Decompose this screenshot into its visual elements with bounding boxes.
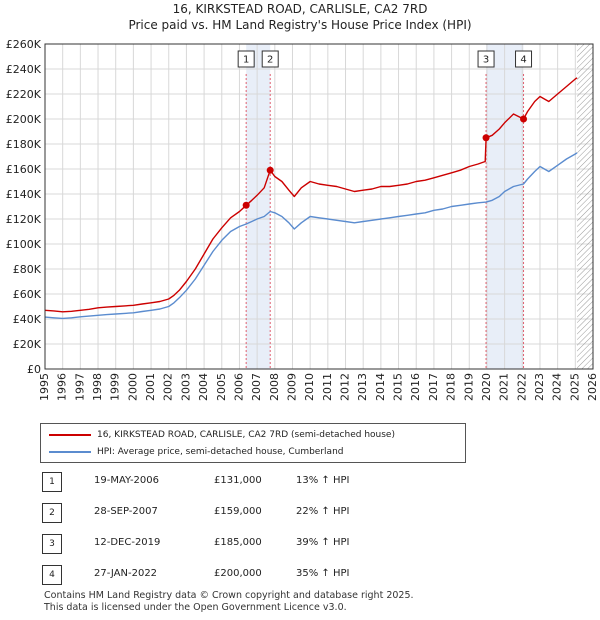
x-tick-label: 1996 xyxy=(56,373,69,401)
y-tick-label: £240K xyxy=(6,63,42,76)
x-tick-label: 2012 xyxy=(339,373,352,401)
x-tick-label: 2000 xyxy=(126,373,139,401)
y-tick-label: £220K xyxy=(6,88,42,101)
x-tick-label: 2005 xyxy=(215,373,228,401)
transaction-number: 1 xyxy=(42,472,62,492)
y-tick-label: £20K xyxy=(13,338,42,351)
x-tick-label: 2017 xyxy=(427,373,440,401)
sale-point xyxy=(266,166,274,174)
licence-text: This data is licensed under the Open Gov… xyxy=(44,602,347,613)
legend: 16, KIRKSTEAD ROAD, CARLISLE, CA2 7RD (s… xyxy=(40,423,466,463)
x-tick-label: 2016 xyxy=(409,373,422,401)
x-tick-label: 1998 xyxy=(91,373,104,401)
transaction-date: 28-SEP-2007 xyxy=(94,506,158,517)
x-tick-label: 2006 xyxy=(232,373,245,401)
y-tick-label: £160K xyxy=(6,163,42,176)
marker-box xyxy=(477,50,495,68)
legend-item-hpi: HPI: Average price, semi-detached house,… xyxy=(49,444,343,460)
sale-point xyxy=(242,201,250,209)
hpi-line-swatch xyxy=(49,450,91,453)
transaction-number: 4 xyxy=(42,565,62,585)
x-tick-label: 2015 xyxy=(392,373,405,401)
marker-label: 4 xyxy=(520,55,526,66)
legend-item-price: 16, KIRKSTEAD ROAD, CARLISLE, CA2 7RD (s… xyxy=(49,427,395,443)
transaction-date: 12-DEC-2019 xyxy=(94,537,161,548)
transaction-price: £185,000 xyxy=(214,537,262,548)
x-tick-label: 2003 xyxy=(179,373,192,401)
price-paid-line xyxy=(44,77,578,313)
x-tick-label: 2011 xyxy=(321,373,334,401)
price-line-swatch xyxy=(49,433,91,436)
x-tick-label: 2020 xyxy=(480,373,493,401)
x-tick-label: 2023 xyxy=(533,373,546,401)
marker-box xyxy=(515,50,533,68)
x-tick-label: 2002 xyxy=(162,373,175,401)
marker-box xyxy=(237,50,255,68)
y-tick-label: £200K xyxy=(6,113,42,126)
hpi-line xyxy=(44,152,578,320)
y-tick-label: £260K xyxy=(6,38,42,51)
y-tick-label: £120K xyxy=(6,213,42,226)
copyright-text: Contains HM Land Registry data © Crown c… xyxy=(44,590,414,601)
y-tick-label: £100K xyxy=(6,238,42,251)
transaction-date: 27-JAN-2022 xyxy=(94,568,158,579)
marker-box xyxy=(261,50,279,68)
transaction-price: £200,000 xyxy=(214,568,262,579)
table-row: 3 12-DEC-2019 £185,000 39% ↑ HPI xyxy=(42,534,442,554)
price-chart: 1 2 3 4 £0 £20K £40K £60K £80K £100K £120K £140K £16… xyxy=(6,38,599,401)
transaction-date: 19-MAY-2006 xyxy=(94,475,160,486)
y-tick-label: £40K xyxy=(13,313,42,326)
y-tick-label: £80K xyxy=(13,263,42,276)
x-tick-label: 1997 xyxy=(73,373,86,401)
legend-hpi-label: HPI: Average price, semi-detached house,… xyxy=(97,447,344,457)
chart-title: 16, KIRKSTEAD ROAD, CARLISLE, CA2 7RD xyxy=(172,2,428,16)
y-tick-label: £0 xyxy=(27,363,41,376)
x-tick-label: 2010 xyxy=(303,373,316,401)
x-tick-label: 2007 xyxy=(250,373,263,401)
x-tick-label: 2025 xyxy=(568,373,581,401)
x-tick-label: 2001 xyxy=(144,373,157,401)
transaction-number: 3 xyxy=(42,534,62,554)
x-tick-label: 2024 xyxy=(551,373,564,401)
table-row: 4 27-JAN-2022 £200,000 35% ↑ HPI xyxy=(42,565,442,585)
x-tick-label: 2013 xyxy=(356,373,369,401)
y-tick-label: £60K xyxy=(13,288,42,301)
legend-price-label: 16, KIRKSTEAD ROAD, CARLISLE, CA2 7RD (s… xyxy=(97,430,395,440)
sale-point xyxy=(482,134,490,142)
forecast-region xyxy=(577,44,593,369)
transaction-hpi: 22% ↑ HPI xyxy=(296,506,350,517)
x-tick-label: 1995 xyxy=(38,373,51,401)
x-tick-label: 2004 xyxy=(197,373,210,401)
transaction-price: £131,000 xyxy=(214,475,262,486)
transaction-hpi: 35% ↑ HPI xyxy=(296,568,350,579)
shaded-period xyxy=(246,44,271,369)
sale-point xyxy=(520,115,528,123)
y-tick-label: £180K xyxy=(6,138,42,151)
x-tick-label: 2022 xyxy=(515,373,528,401)
marker-label: 3 xyxy=(483,55,489,66)
plot-border xyxy=(44,43,594,370)
chart-subtitle: Price paid vs. HM Land Registry's House … xyxy=(128,18,472,32)
table-row: 2 28-SEP-2007 £159,000 22% ↑ HPI xyxy=(42,503,442,523)
transaction-hpi: 13% ↑ HPI xyxy=(296,475,350,486)
table-row: 1 19-MAY-2006 £131,000 13% ↑ HPI xyxy=(42,472,442,492)
transaction-number: 2 xyxy=(42,503,62,523)
marker-label: 1 xyxy=(243,55,249,66)
x-tick-label: 1999 xyxy=(109,373,122,401)
x-tick-label: 2014 xyxy=(374,373,387,401)
x-tick-label: 2026 xyxy=(586,373,599,401)
x-tick-label: 2019 xyxy=(462,373,475,401)
transaction-hpi: 39% ↑ HPI xyxy=(296,537,350,548)
y-tick-label: £140K xyxy=(6,188,42,201)
x-tick-label: 2009 xyxy=(285,373,298,401)
marker-label: 2 xyxy=(267,55,273,66)
x-tick-label: 2021 xyxy=(498,373,511,401)
footer: Contains HM Land Registry data © Crown c… xyxy=(44,590,414,614)
x-tick-label: 2018 xyxy=(445,373,458,401)
transaction-price: £159,000 xyxy=(214,506,262,517)
x-tick-label: 2008 xyxy=(268,373,281,401)
